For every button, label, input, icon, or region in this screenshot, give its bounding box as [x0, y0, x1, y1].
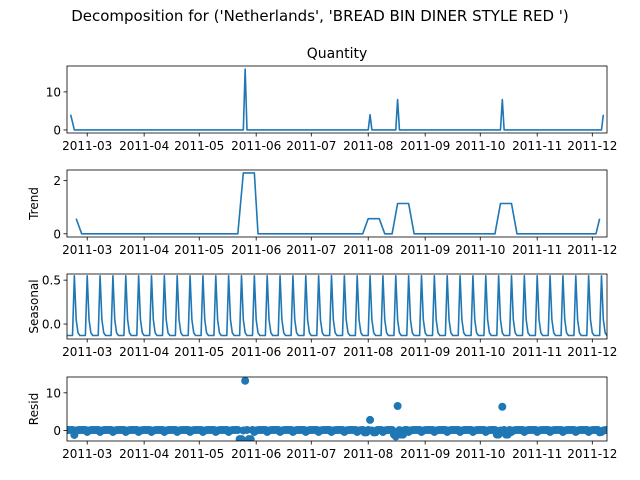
axes-frame: [66, 376, 608, 442]
x-tick-label: 2011-11: [512, 139, 562, 153]
x-tick-label: 2011-04: [119, 243, 169, 257]
resid-point: [604, 426, 607, 434]
x-tick-label: 2011-05: [174, 345, 224, 359]
y-tick-label: 10: [46, 85, 61, 99]
seasonal-panel: 2011-03 2011-04 2011-05 2011-06 2011-07 2011-…: [27, 273, 617, 359]
plot-area: [67, 377, 607, 441]
y-tick-label: 0: [53, 424, 61, 438]
x-tick-label: 2011-05: [174, 243, 224, 257]
x-tick-label: 2011-10: [455, 345, 505, 359]
y-axis-label: Seasonal: [27, 279, 41, 333]
x-tick-label: 2011-04: [119, 345, 169, 359]
x-tick-label: 2011-07: [286, 447, 336, 461]
resid-point: [366, 415, 375, 424]
trend-panel: 2011-03 2011-04 2011-05 2011-06 2011-07 2011-…: [27, 169, 617, 257]
x-tick-label: 2011-07: [286, 139, 336, 153]
x-tick-label: 2011-03: [62, 243, 112, 257]
axes-frame: [66, 65, 608, 134]
x-tick-label: 2011-07: [286, 243, 336, 257]
x-tick-label: 2011-09: [400, 345, 450, 359]
resid-point: [237, 435, 246, 441]
seasonal-line: [67, 274, 607, 337]
plot-area: [75, 172, 601, 235]
axes-frame: [66, 273, 608, 340]
x-tick-label: 2011-07: [286, 345, 336, 359]
x-tick-label: 2011-12: [567, 447, 617, 461]
series-line: [75, 172, 601, 235]
x-tick-label: 2011-08: [343, 345, 393, 359]
y-tick-label: 0.5: [42, 274, 61, 288]
axes-frame: [66, 169, 608, 238]
y-tick-label: 0: [53, 123, 61, 137]
x-tick-label: 2011-06: [231, 243, 281, 257]
plot-area: [67, 274, 607, 337]
resid-point: [243, 425, 251, 434]
x-tick-label: 2011-12: [567, 139, 617, 153]
panel-title: Quantity: [307, 46, 368, 62]
series-line: [69, 68, 605, 131]
y-axis-label: Resid: [27, 393, 41, 425]
x-tick-label: 2011-03: [62, 447, 112, 461]
resid-panel: 2011-03 2011-04 2011-05 2011-06 2011-07 2011-…: [27, 376, 617, 461]
resid-point: [246, 435, 255, 441]
x-tick-label: 2011-09: [400, 243, 450, 257]
x-tick-label: 2011-04: [119, 447, 169, 461]
x-tick-label: 2011-06: [231, 139, 281, 153]
y-tick-label: 0.0: [42, 318, 61, 332]
x-tick-label: 2011-06: [231, 447, 281, 461]
y-tick-label: 2: [53, 174, 61, 188]
x-tick-label: 2011-05: [174, 139, 224, 153]
x-tick-label: 2011-05: [174, 447, 224, 461]
x-tick-label: 2011-08: [343, 139, 393, 153]
x-tick-label: 2011-10: [455, 243, 505, 257]
x-tick-label: 2011-10: [455, 447, 505, 461]
x-tick-label: 2011-12: [567, 345, 617, 359]
resid-point: [241, 377, 250, 385]
y-tick-label: 0: [53, 227, 61, 241]
figure-suptitle: Decomposition for ('Netherlands', 'BREAD…: [71, 7, 569, 25]
y-axis-label: Trend: [27, 187, 41, 221]
x-tick-label: 2011-08: [343, 243, 393, 257]
x-tick-label: 2011-10: [455, 139, 505, 153]
x-tick-label: 2011-12: [567, 243, 617, 257]
x-tick-label: 2011-03: [62, 345, 112, 359]
x-tick-label: 2011-06: [231, 345, 281, 359]
x-tick-label: 2011-09: [400, 139, 450, 153]
quantity-panel: 2011-03 2011-04 2011-05 2011-06 2011-07 2011-…: [46, 46, 618, 153]
x-tick-label: 2011-08: [343, 447, 393, 461]
y-tick-label: 10: [46, 386, 61, 400]
x-tick-label: 2011-11: [512, 243, 562, 257]
plot-area: [69, 68, 605, 131]
x-tick-label: 2011-04: [119, 139, 169, 153]
x-tick-label: 2011-09: [400, 447, 450, 461]
x-tick-label: 2011-11: [512, 447, 562, 461]
resid-point: [393, 401, 402, 410]
resid-point: [498, 402, 507, 411]
x-tick-label: 2011-03: [62, 139, 112, 153]
x-tick-label: 2011-11: [512, 345, 562, 359]
